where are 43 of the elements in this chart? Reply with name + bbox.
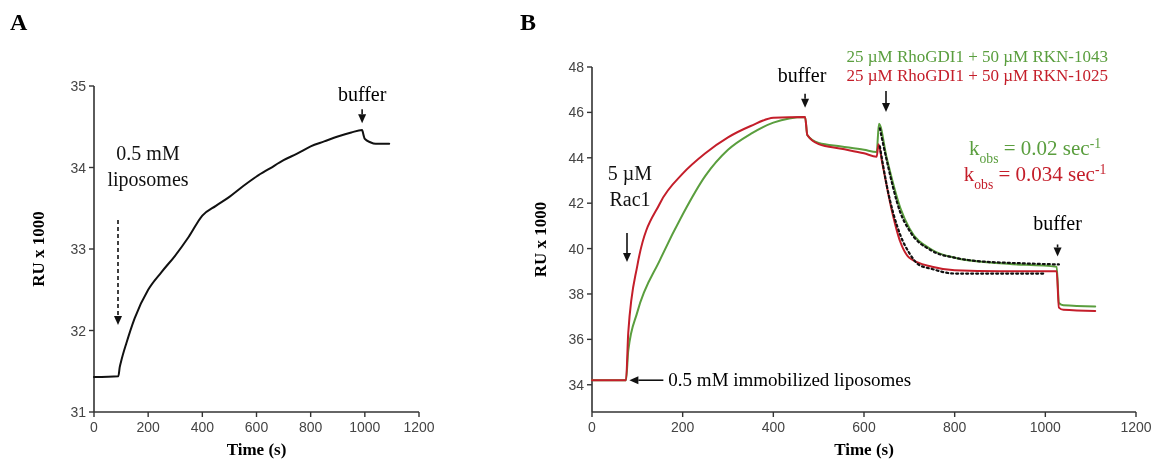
chart-title: B: [520, 9, 537, 35]
annotation: 0.5 mM immobilized liposomes: [668, 369, 912, 391]
annotation: buffer: [1033, 212, 1083, 235]
x-tick-label: 200: [136, 419, 161, 435]
y-tick-label: 38: [568, 285, 585, 302]
annotation: buffer: [777, 63, 827, 86]
y-tick-label: 31: [70, 404, 87, 420]
y-tick-label: 33: [70, 241, 87, 257]
chart-title: A: [10, 9, 28, 35]
text: 25 µM RhoGDI1 + 50 µM RKN-1025: [846, 66, 1108, 85]
x-tick-label: 200: [670, 419, 695, 435]
x-tick-label: 800: [942, 419, 967, 435]
y-tick-label: 46: [568, 104, 585, 121]
x-tick-label: 800: [298, 419, 323, 435]
y-axis-title: RU x 1000: [29, 211, 48, 287]
line-series: [93, 129, 391, 378]
x-tick-label: 1000: [349, 419, 381, 435]
y-tick-label: 40: [568, 240, 585, 257]
x-tick-label: 600: [244, 419, 269, 435]
x-tick-label: 400: [190, 419, 215, 435]
x-tick-label: 1000: [1029, 419, 1062, 435]
annotation: 5 µM Rac1: [607, 162, 653, 210]
y-tick-label: 42: [568, 195, 585, 212]
annotation: 0.5 mM liposomes: [107, 142, 189, 191]
y-tick-label: 48: [568, 59, 585, 75]
x-tick-label: 1200: [403, 419, 435, 435]
y-axis-title: RU x 1000: [531, 201, 550, 278]
y-tick-label: 44: [568, 149, 585, 166]
y-tick-label: 36: [568, 331, 585, 348]
x-axis-title: Time (s): [834, 440, 894, 459]
y-tick-label: 34: [70, 159, 87, 176]
x-tick-label: 600: [852, 419, 876, 435]
y-tick-label: 35: [70, 78, 87, 94]
annotation: buffer: [337, 83, 387, 106]
x-tick-label: 1200: [1120, 419, 1152, 435]
x-tick-label: 0: [90, 419, 99, 435]
annotation: k$_{obs}$ = 0.02 sec$^{-1}$: [969, 135, 1101, 166]
x-tick-label: 0: [588, 419, 597, 435]
text: 25 µM RhoGDI1 + 50 µM RKN-1043: [846, 47, 1108, 66]
x-axis-title: Time (s): [226, 440, 287, 459]
y-tick-label: 34: [568, 376, 585, 393]
y-tick-label: 32: [70, 322, 87, 339]
x-tick-label: 400: [761, 419, 786, 435]
